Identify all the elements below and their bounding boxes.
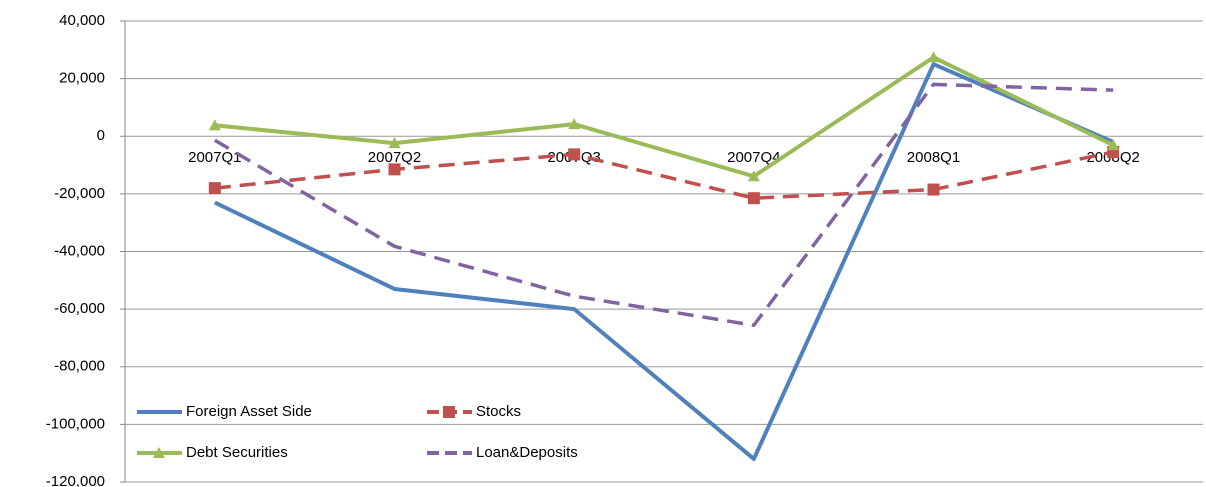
point-marker: [208, 119, 221, 131]
series-line: [213, 62, 1114, 461]
y-tick-label: -60,000: [54, 300, 105, 317]
legend-marker: [153, 447, 165, 458]
point-marker: [747, 192, 760, 205]
point-marker: [927, 183, 940, 196]
series-line: [214, 150, 1114, 200]
y-tick-label: -100,000: [46, 415, 105, 432]
y-tick-label: -120,000: [46, 473, 105, 487]
point-marker: [208, 182, 221, 195]
y-tick-label: -20,000: [54, 185, 105, 202]
legend-label: Debt Securities: [186, 444, 288, 461]
legend-label: Loan&Deposits: [476, 444, 578, 461]
point-marker: [1107, 139, 1120, 151]
x-tick-label: 2007Q4: [727, 149, 780, 166]
point-marker: [568, 118, 581, 130]
point-marker: [747, 170, 760, 182]
y-tick-label: 40,000: [59, 12, 105, 29]
y-tick-label: 20,000: [59, 70, 105, 87]
x-tick-label: 2007Q2: [368, 149, 421, 166]
series-line: [213, 82, 1114, 328]
point-marker: [388, 163, 401, 176]
x-tick-label: 2007Q1: [188, 149, 241, 166]
point-marker: [927, 51, 940, 63]
y-tick-label: -40,000: [54, 242, 105, 259]
legend-label: Stocks: [476, 403, 521, 420]
legend-marker: [443, 406, 455, 418]
point-marker: [388, 137, 401, 149]
point-marker: [568, 148, 581, 161]
y-tick-label: 0: [97, 127, 105, 144]
x-tick-label: 2008Q1: [907, 149, 960, 166]
y-tick-label: -80,000: [54, 358, 105, 375]
series-line: [214, 55, 1115, 179]
legend-label: Foreign Asset Side: [186, 403, 312, 420]
